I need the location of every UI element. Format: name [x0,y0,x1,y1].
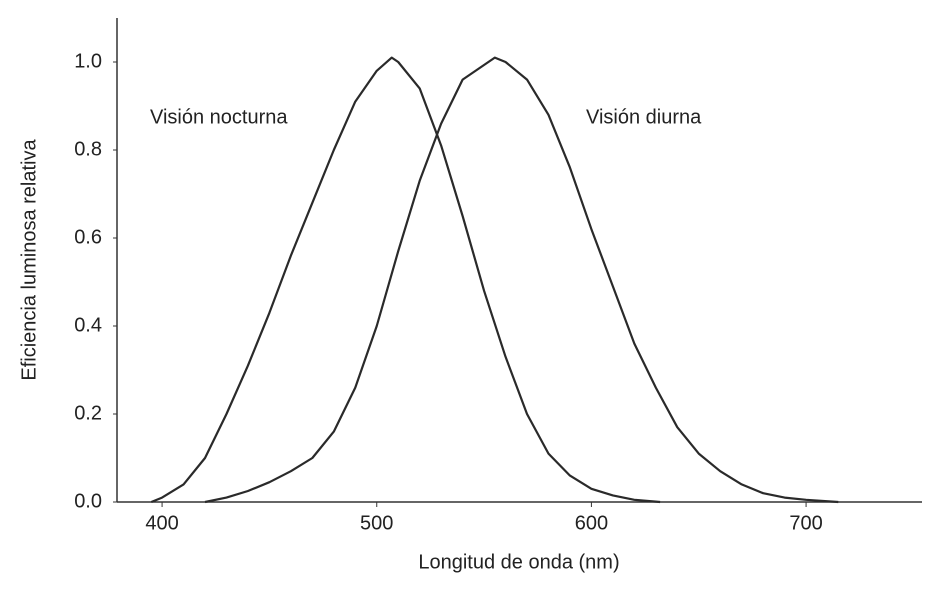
y-axis-title: Eficiencia luminosa relativa [18,139,40,381]
x-tick-label: 400 [145,512,178,534]
x-tick-label: 500 [360,512,393,534]
x-axis-title: Longitud de onda (nm) [418,551,619,573]
y-tick-label: 0.4 [74,314,102,336]
y-tick-label: 0.0 [74,490,102,512]
y-tick-label: 0.2 [74,402,102,424]
y-tick-label: 0.8 [74,138,102,160]
curve [204,56,839,504]
y-tick-label: 0.6 [74,226,102,248]
x-tick-label: 700 [789,512,822,534]
annotation: Visión nocturna [150,106,288,128]
y-tick-label: 1.0 [74,50,102,72]
curve [150,56,661,504]
x-tick-label: 600 [575,512,608,534]
annotation: Visión diurna [586,106,702,128]
